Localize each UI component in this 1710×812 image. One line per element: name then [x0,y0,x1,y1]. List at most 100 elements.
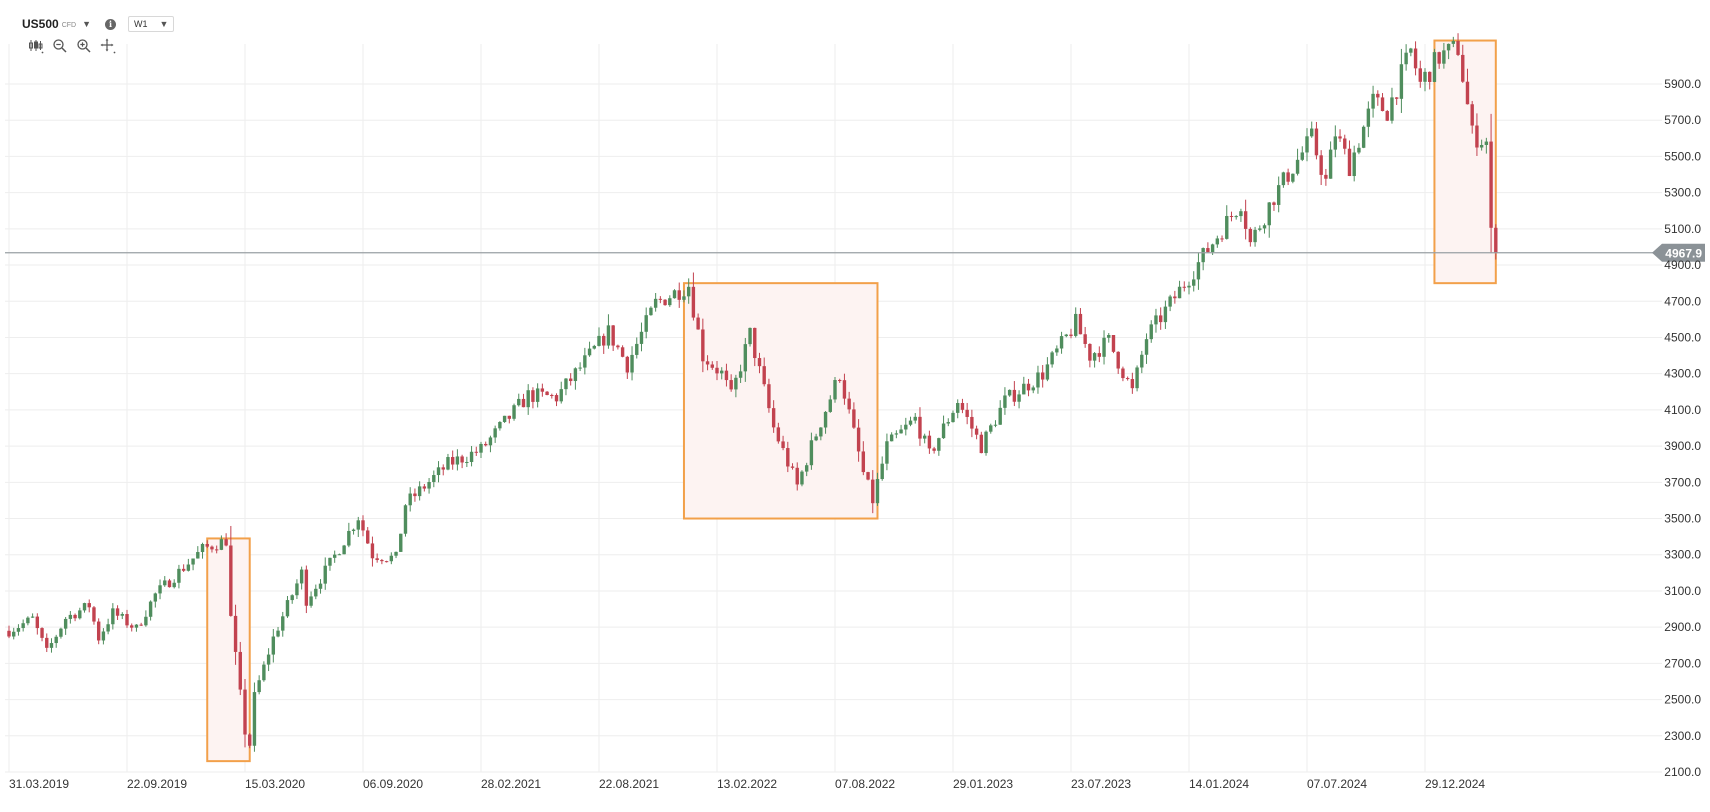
candle-body [880,463,884,480]
candle [606,314,611,349]
candle-body [668,298,672,306]
candle-body [1333,136,1338,150]
candle [1380,93,1385,112]
candle-body [498,421,502,429]
candle [68,611,73,624]
candle-body [1347,148,1352,177]
candle-body [125,614,129,626]
candle [564,378,568,396]
candle-body [1366,108,1371,127]
candle [1258,225,1262,232]
timeframe-select[interactable]: W1 ▼ [128,16,175,32]
candle [616,344,620,350]
candlestick-series [7,33,1498,752]
candle [191,558,195,571]
candle-body [918,416,922,439]
candle [804,462,809,477]
candle [153,592,158,608]
candle-body [427,481,431,489]
candle [1192,271,1196,292]
candle [1295,148,1300,176]
candle [1187,281,1191,295]
candle [814,433,818,442]
candle [809,432,814,470]
y-tick-label: 4500.0 [1664,330,1701,344]
candle [823,411,828,434]
candle [224,533,228,547]
candle [668,295,672,307]
candle-body [148,601,153,617]
candle [441,464,445,476]
candle-body [408,493,412,506]
time-axis[interactable]: 31.03.2019 22.09.2019 15.03.2020 06.09.2020… [9,777,1485,791]
candle [1097,346,1102,363]
candle [927,430,932,454]
highlight-boxes [206,39,1497,763]
candle-body [1168,296,1172,307]
candle-body [1380,97,1385,112]
y-tick-label: 3900.0 [1664,439,1701,453]
candle [620,345,625,358]
x-tick-label: 23.07.2023 [1071,777,1131,791]
candle-body [1357,147,1361,153]
candle [1158,307,1163,330]
candle-body [78,610,82,619]
candle [602,333,606,354]
candle [540,383,545,397]
candle-body [639,331,644,344]
candle [512,403,516,421]
candle-body [134,624,139,628]
zoom-in-icon[interactable] [76,38,92,54]
candle [111,603,115,630]
candle-body [337,554,342,556]
candle [318,579,323,594]
candle [1036,365,1040,394]
info-icon[interactable]: i [105,18,117,30]
candle-body [937,438,941,451]
candle-body [1116,351,1120,369]
candle-body [705,361,710,365]
candle-body [403,505,408,534]
candle [87,599,91,613]
candle-body [441,467,445,470]
candle-body [866,472,870,480]
candle [26,616,30,626]
candle [35,613,40,635]
crosshair-icon[interactable] [100,38,116,54]
candle [904,417,908,436]
candle [1149,320,1153,343]
candle [59,627,63,639]
candle [748,327,752,347]
zoom-out-icon[interactable] [52,38,68,54]
candle-body [1352,152,1356,177]
candle [734,374,738,398]
candle [1484,137,1489,154]
candle [375,553,379,563]
candle [252,682,257,752]
candlestick-type-icon[interactable] [28,38,44,54]
candle-body [177,568,181,583]
candle [148,600,153,621]
candle [1069,328,1073,339]
candle [1243,199,1248,240]
candle [63,616,68,635]
candle-body [682,296,686,300]
candle [696,313,700,330]
candle-body [1173,296,1177,299]
candle [1130,372,1135,394]
candle [507,415,512,424]
symbol-name[interactable]: US500 [22,17,59,31]
price-axis[interactable]: 2100.0 2300.0 2500.0 2700.0 2900.0 3100.0 3300… [1664,77,1701,779]
candle [757,352,762,374]
y-tick-label: 5300.0 [1664,186,1701,200]
candle-body [781,441,785,449]
symbol-dropdown-icon[interactable]: ▼ [82,19,92,29]
candle-body [653,298,658,308]
candle-body [413,493,417,497]
candle-body [243,689,247,735]
candle [1017,390,1021,409]
candle [1234,215,1238,220]
candle [974,425,979,440]
candle-body [597,335,601,346]
